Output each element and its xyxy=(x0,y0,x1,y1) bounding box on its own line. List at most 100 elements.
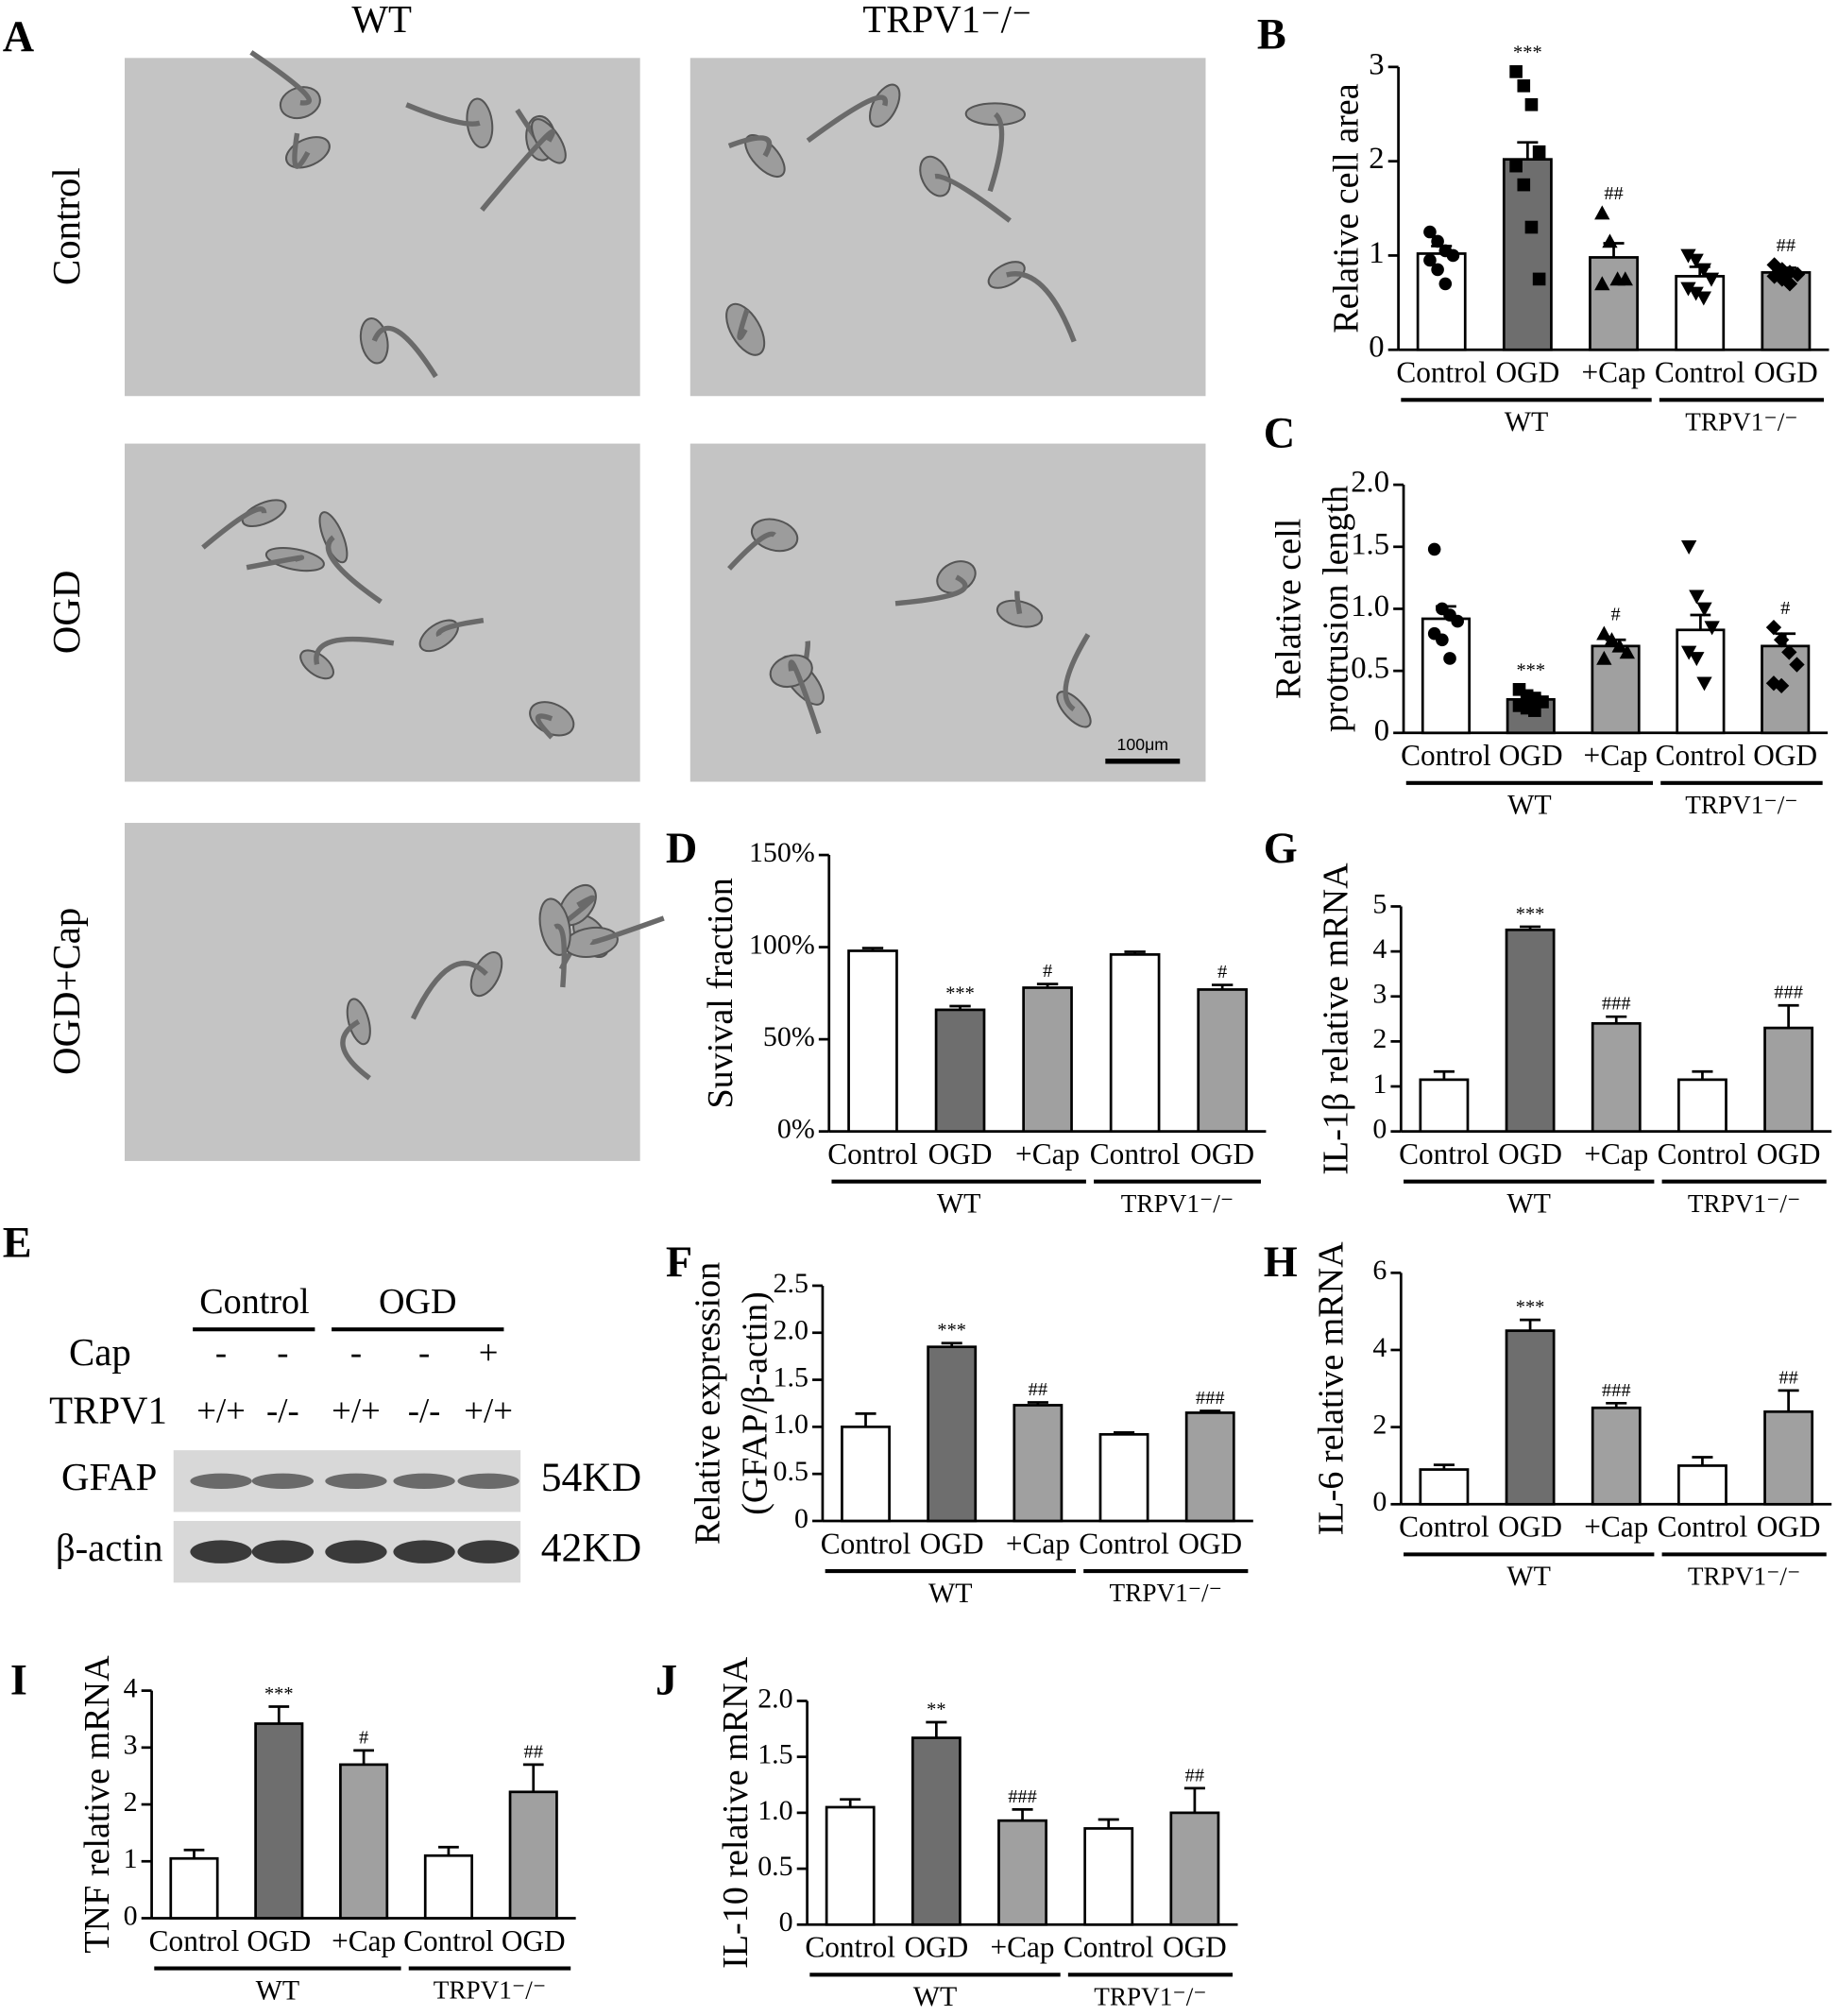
significance: ** xyxy=(927,1699,945,1719)
data-point xyxy=(1427,542,1441,556)
lane-label: +/+ xyxy=(196,1391,246,1429)
data-point xyxy=(1528,704,1541,717)
data-point xyxy=(1431,263,1444,277)
significance: ### xyxy=(1196,1388,1225,1409)
band xyxy=(457,1540,519,1563)
panel-letter: J xyxy=(655,1656,677,1704)
group-label: Control xyxy=(199,1282,309,1322)
significance: # xyxy=(1610,604,1620,624)
lane-label: -/- xyxy=(408,1391,441,1429)
data-point xyxy=(1596,625,1612,641)
group-label: TRPV1⁻/⁻ xyxy=(1688,1189,1800,1218)
significance: *** xyxy=(1516,1297,1545,1318)
bar xyxy=(997,1819,1047,1926)
bar xyxy=(1197,988,1248,1134)
cell xyxy=(987,261,1026,289)
panel-letter: H xyxy=(1264,1239,1298,1287)
y-tick-label: 50% xyxy=(763,1021,815,1052)
bar xyxy=(1763,1409,1814,1506)
bar xyxy=(423,1854,473,1920)
y-axis-label: IL-6 relative mRNA xyxy=(1311,1241,1351,1535)
y-axis-label: IL-10 relative mRNA xyxy=(716,1656,756,1969)
micrograph xyxy=(689,443,1206,782)
x-tick-label: OGD xyxy=(1757,1137,1821,1170)
cell-process xyxy=(934,173,1012,223)
x-tick-label: Control xyxy=(1658,1137,1748,1170)
x-tick-label: +Cap xyxy=(1584,1137,1648,1170)
cell-process xyxy=(535,713,554,740)
cell-process xyxy=(788,659,822,735)
panel-letter: D xyxy=(666,825,697,873)
error-bar xyxy=(1692,1456,1713,1466)
x-tick-label: Control xyxy=(1064,1931,1154,1964)
error-bar xyxy=(1098,1818,1119,1829)
data-point xyxy=(1517,178,1531,192)
x-tick-label: OGD xyxy=(1754,356,1818,389)
error-bar xyxy=(268,1705,290,1724)
error-bar xyxy=(522,1763,544,1792)
x-tick-label: OGD xyxy=(1498,1137,1562,1170)
data-point xyxy=(1431,234,1444,248)
group-label: WT xyxy=(928,1578,973,1609)
significance: ## xyxy=(1185,1765,1204,1785)
band xyxy=(190,1540,252,1563)
data-point xyxy=(1704,621,1720,636)
significance: ### xyxy=(1602,1380,1631,1401)
error-bar xyxy=(1433,1069,1455,1080)
cell-process xyxy=(589,915,665,946)
x-tick-label: OGD xyxy=(1190,1137,1254,1170)
x-tick-label: Control xyxy=(1399,1137,1489,1170)
band-label: GFAP xyxy=(61,1456,157,1498)
band xyxy=(393,1540,455,1563)
error-bar xyxy=(1183,1786,1205,1813)
lane-label: +/+ xyxy=(464,1391,513,1429)
group-label: TRPV1⁻/⁻ xyxy=(1688,1562,1800,1590)
band xyxy=(393,1473,455,1489)
y-axis-label: Relative cell xyxy=(1268,519,1308,699)
cell-process xyxy=(249,50,313,106)
data-point xyxy=(1438,277,1453,291)
error-bar xyxy=(1124,950,1146,955)
y-tick-label: 0.5 xyxy=(1351,652,1389,686)
data-point xyxy=(1689,652,1705,667)
significance: *** xyxy=(1513,42,1542,62)
data-point xyxy=(1689,589,1705,605)
error-bar xyxy=(1692,1069,1713,1080)
group-label: WT xyxy=(913,1981,958,2012)
x-tick-label: OGD xyxy=(1757,1511,1821,1544)
y-tick-label: 0 xyxy=(1369,331,1384,365)
cell-process xyxy=(246,555,304,571)
bar xyxy=(1098,1432,1149,1523)
x-tick-label: +Cap xyxy=(1584,739,1648,772)
chart: J IL-10 relative mRNA 0 0.5 1.0 1.5 2.0 Control… xyxy=(655,1656,1238,2012)
bar xyxy=(1591,1406,1642,1506)
y-tick-label: 1.0 xyxy=(774,1409,808,1440)
x-tick-label: Control xyxy=(805,1931,895,1964)
y-axis-label: TNF relative mRNA xyxy=(77,1655,117,1954)
cell-process xyxy=(435,617,485,638)
x-tick-label: Control xyxy=(1401,739,1491,772)
data-point xyxy=(1524,97,1539,111)
y-tick-label: 2 xyxy=(1369,142,1384,176)
error-bar xyxy=(1027,1401,1048,1406)
data-point xyxy=(1423,253,1437,267)
error-bar xyxy=(1606,1401,1627,1409)
y-axis-label: protrusion length xyxy=(1317,486,1356,732)
row-label: Control xyxy=(45,167,88,285)
error-bar xyxy=(861,947,884,951)
y-axis-label: IL-1β relative mRNA xyxy=(1317,863,1356,1175)
significance: *** xyxy=(1516,659,1545,680)
data-point xyxy=(1594,205,1610,220)
chart: H IL-6 relative mRNA 0 2 4 6 Control *** OGD ### +… xyxy=(1264,1239,1832,1592)
significance: ## xyxy=(524,1741,543,1762)
data-point xyxy=(1532,272,1546,286)
significance: ## xyxy=(1029,1379,1047,1400)
x-tick-label: OGD xyxy=(247,1924,311,1957)
lane-label: - xyxy=(350,1333,362,1372)
lane-label: -/- xyxy=(266,1391,299,1429)
x-tick-label: OGD xyxy=(1163,1931,1227,1964)
data-point xyxy=(1594,276,1610,291)
y-tick-label: 0% xyxy=(777,1114,815,1145)
cell-process xyxy=(201,506,267,550)
